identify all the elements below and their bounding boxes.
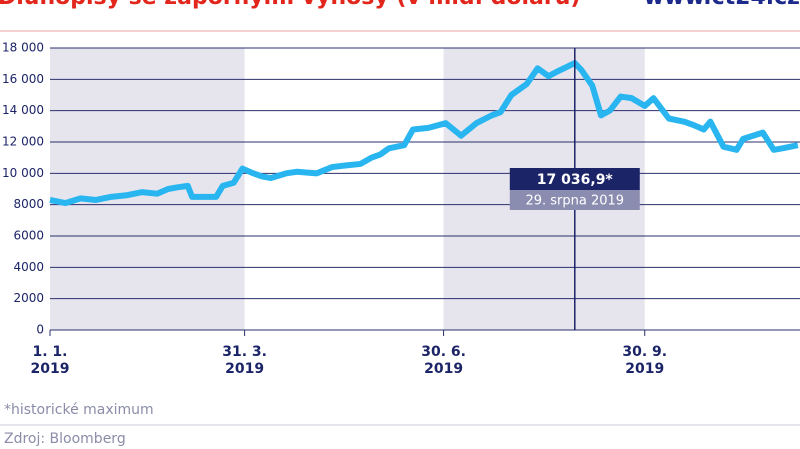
y-tick-label: 6000: [13, 229, 44, 243]
y-tick-label: 18 000: [2, 41, 44, 55]
quarter-band: [50, 48, 245, 330]
annotation-label: 17 036,9*: [537, 172, 614, 188]
annotation-box: [509, 168, 640, 190]
site: www.ct24.cz: [644, 0, 800, 10]
y-tick-label: 8000: [13, 197, 44, 211]
y-tick-label: 4000: [13, 260, 44, 274]
y-tick-label: 16 000: [2, 72, 44, 86]
source: Zdroj: Bloomberg: [4, 431, 126, 447]
x-tick-label: 2019: [31, 361, 70, 377]
x-tick-label: 30. 9.: [622, 344, 667, 360]
x-tick-label: 1. 1.: [33, 344, 68, 360]
annotation-date-box: [509, 190, 640, 210]
grid: 0 2000 4000 6000 8000 10 000 12 000 14 000 16 00…: [2, 41, 800, 377]
y-tick-label: 12 000: [2, 135, 44, 149]
plot: 17 036,9* 29. srpna 2019: [49, 48, 799, 330]
footnote: *historické maximum: [4, 402, 154, 418]
x-tick-label: 31. 3.: [222, 344, 267, 360]
y-tick-label: 2000: [13, 291, 44, 305]
x-tick-label: 30. 6.: [421, 344, 466, 360]
line: [49, 60, 799, 207]
annotation-date: 29. srpna 2019: [525, 194, 624, 209]
y-tick-label: 0: [36, 323, 44, 337]
x-tick-label: 2019: [625, 361, 664, 377]
x-tick-label: 2019: [424, 361, 463, 377]
y-tick-label: 10 000: [2, 166, 44, 180]
chart-title: Dluhopisy se zápornými výnosy (v mld. do…: [0, 0, 580, 10]
x-tick-label: 2019: [225, 361, 264, 377]
y-tick-label: 14 000: [2, 103, 44, 117]
